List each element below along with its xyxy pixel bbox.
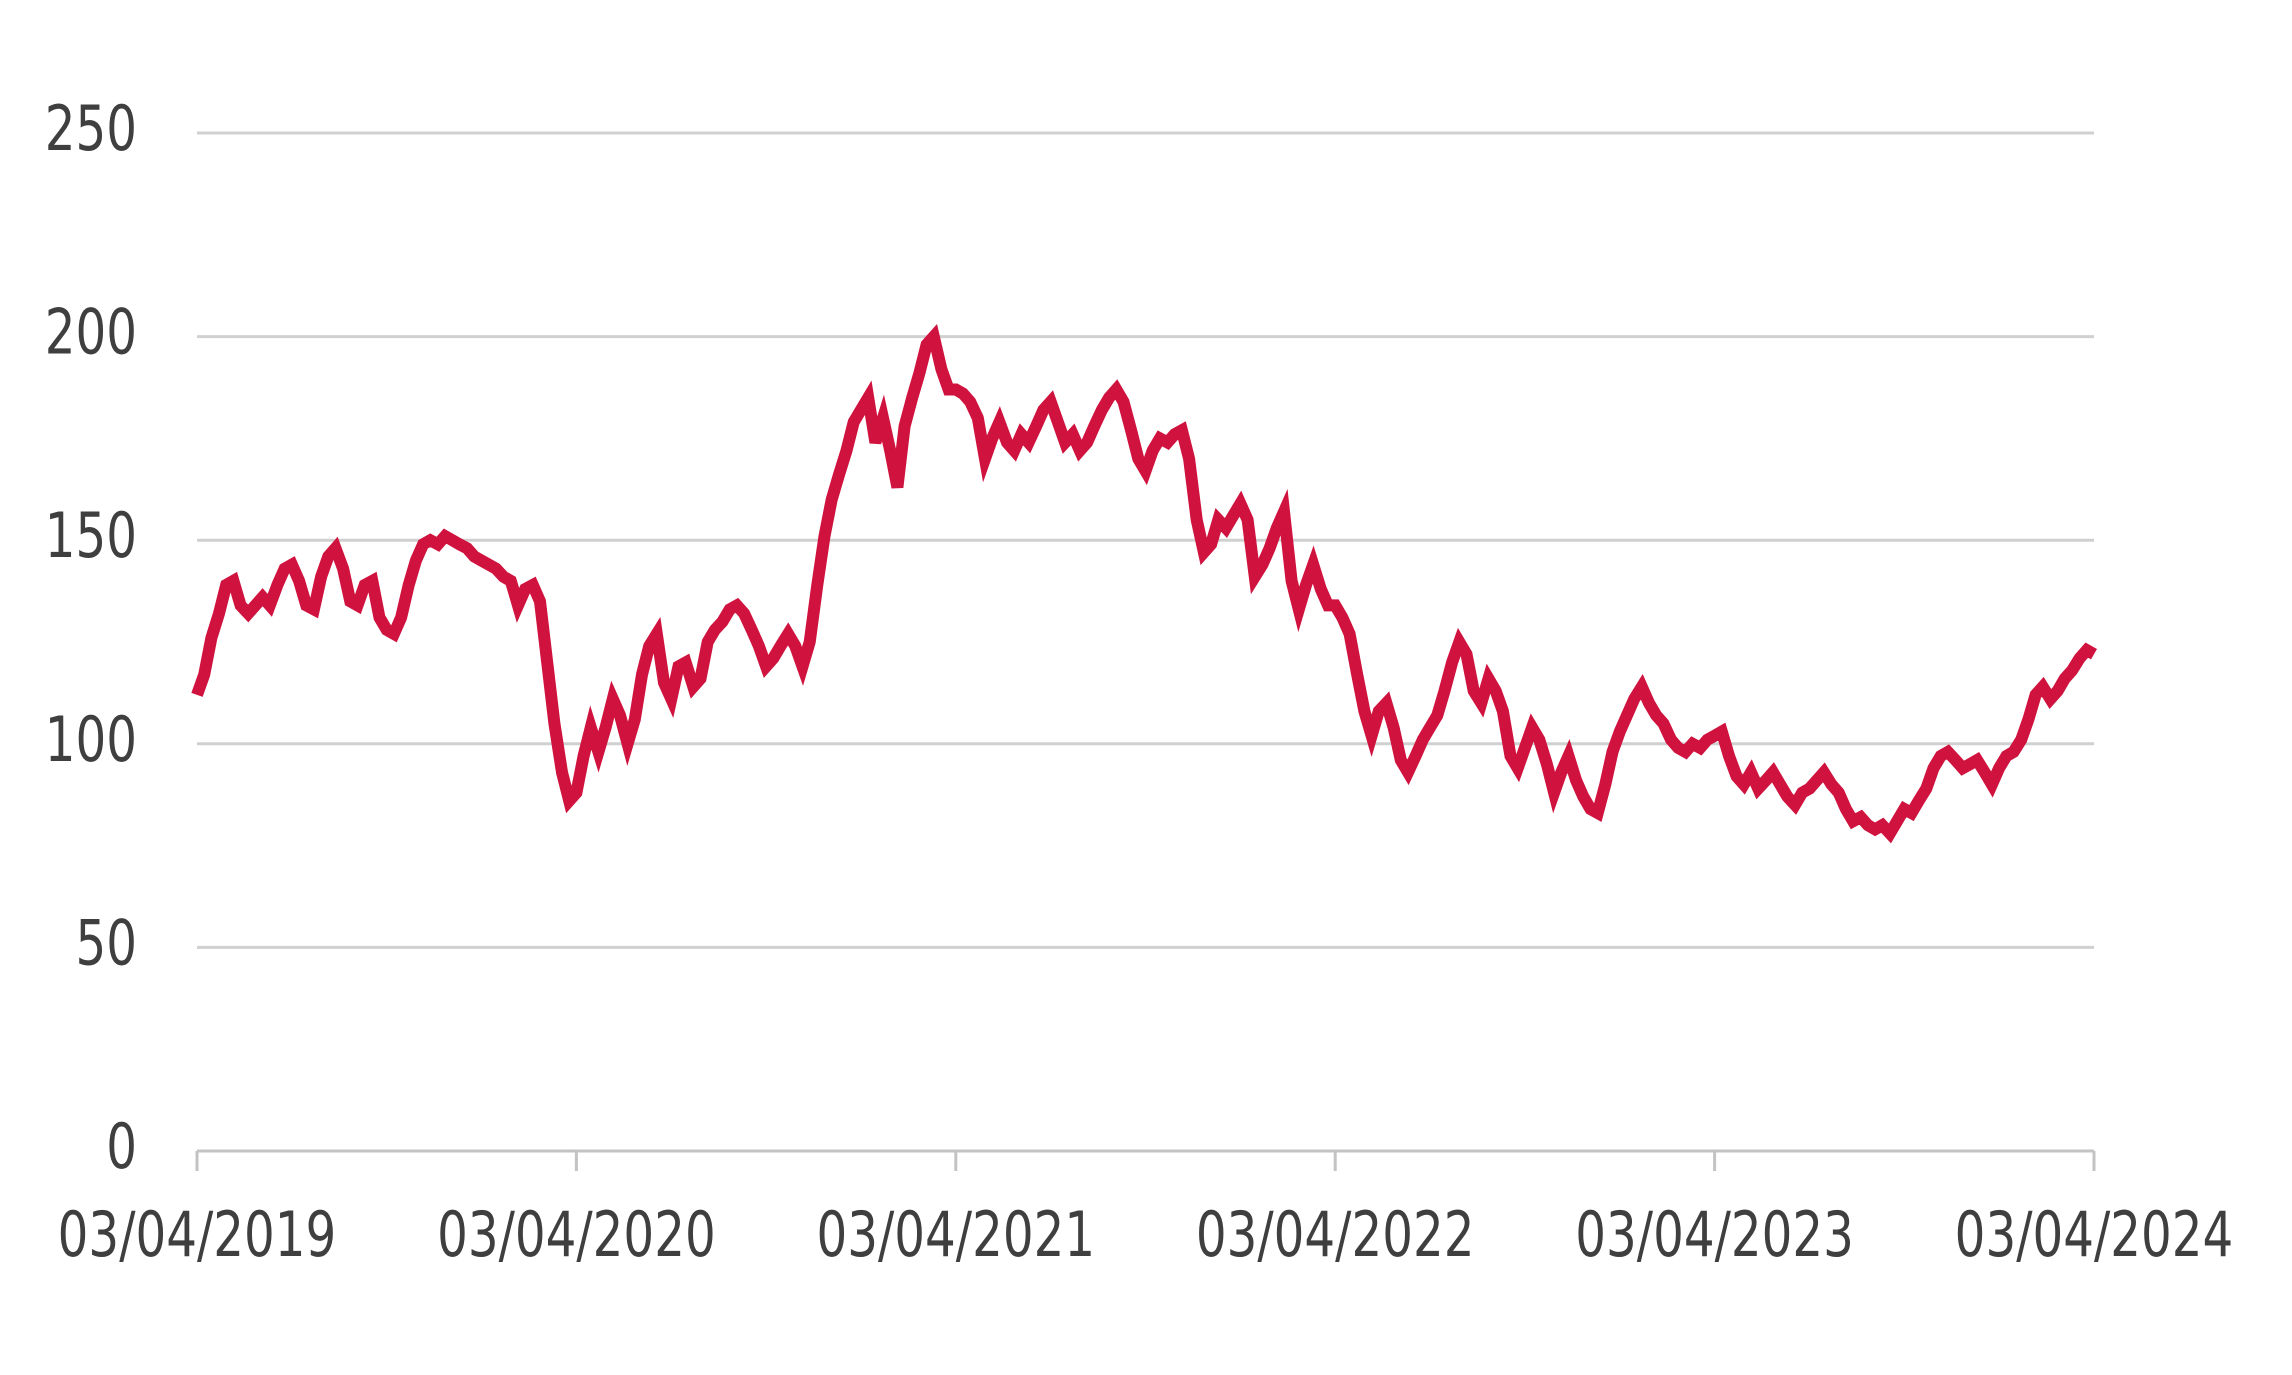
- y-tick-label: 100: [45, 704, 137, 776]
- gridlines: [197, 131, 2094, 949]
- y-tick-label: 200: [45, 297, 137, 369]
- y-axis-labels: 250 200 150 100 50 0: [45, 93, 137, 1183]
- x-axis-and-ticks: [195, 1149, 2096, 1171]
- x-tick-label: 03/04/2022: [1196, 1199, 1475, 1271]
- x-tick-label: 03/04/2021: [816, 1199, 1095, 1271]
- x-tick-label: 03/04/2024: [1955, 1199, 2234, 1271]
- price-line: [191, 323, 2097, 844]
- price-line-series: [191, 323, 2097, 844]
- x-tick-label: 03/04/2023: [1575, 1199, 1854, 1271]
- x-axis-labels: 03/04/2019 03/04/2020 03/04/2021 03/04/2022…: [58, 1199, 2234, 1271]
- y-tick-label: 0: [106, 1111, 137, 1183]
- y-tick-label: 250: [45, 93, 137, 165]
- y-tick-label: 150: [45, 500, 137, 572]
- x-tick-label: 03/04/2019: [58, 1199, 337, 1271]
- x-tick-label: 03/04/2020: [437, 1199, 716, 1271]
- y-tick-label: 50: [75, 908, 137, 980]
